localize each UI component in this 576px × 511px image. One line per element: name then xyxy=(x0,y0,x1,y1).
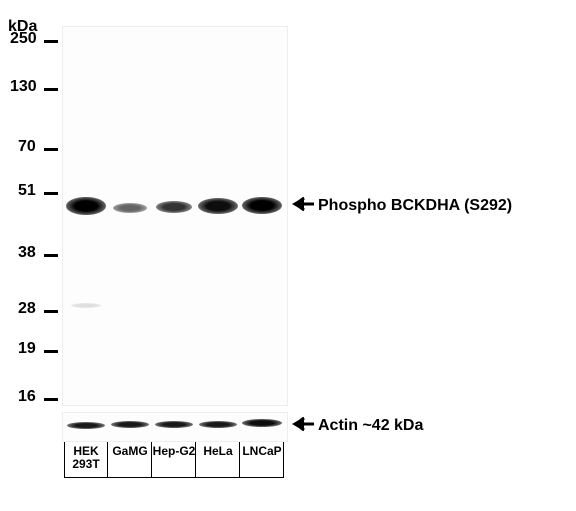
mw-label: 250 xyxy=(10,30,37,48)
mw-label: 130 xyxy=(10,78,37,96)
phospho-band xyxy=(242,197,282,214)
phospho-band xyxy=(156,201,192,213)
mw-tick xyxy=(44,310,58,313)
mw-label: 38 xyxy=(18,244,36,262)
actin-band xyxy=(67,422,105,429)
main-blot-area xyxy=(62,26,288,406)
blot-figure: kDa 250130705138281916 Phospho BCKDHA (S… xyxy=(0,0,576,511)
mw-tick xyxy=(44,40,58,43)
faint-band xyxy=(71,303,101,308)
mw-tick xyxy=(44,192,58,195)
mw-label: 28 xyxy=(18,300,36,318)
phospho-band xyxy=(113,203,147,213)
actin-arrow-icon xyxy=(288,414,318,434)
actin-band xyxy=(199,421,237,428)
mw-tick xyxy=(44,254,58,257)
mw-tick xyxy=(44,398,58,401)
actin-band xyxy=(111,421,149,428)
lane-label: HeLa xyxy=(196,445,240,458)
actin-band xyxy=(242,419,282,427)
phospho-arrow-label: Phospho BCKDHA (S292) xyxy=(318,197,512,215)
lane-label: Hep-G2 xyxy=(152,445,196,458)
phospho-band xyxy=(198,198,238,214)
lane-label: LNCaP xyxy=(240,445,284,458)
mw-label: 19 xyxy=(18,340,36,358)
lane-label: GaMG xyxy=(108,445,152,458)
phospho-arrow-icon xyxy=(288,194,318,214)
actin-arrow-label: Actin ~42 kDa xyxy=(318,417,423,435)
mw-label: 70 xyxy=(18,138,36,156)
mw-tick xyxy=(44,148,58,151)
lane-label: HEK293T xyxy=(64,445,108,471)
mw-tick xyxy=(44,88,58,91)
mw-label: 16 xyxy=(18,388,36,406)
actin-band xyxy=(155,421,193,428)
mw-tick xyxy=(44,350,58,353)
mw-label: 51 xyxy=(18,182,36,200)
phospho-band xyxy=(66,197,106,215)
